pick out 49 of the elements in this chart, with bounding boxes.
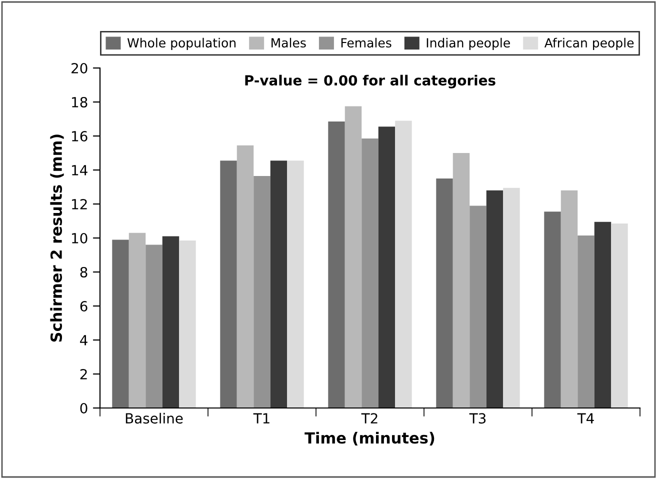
bar (452, 153, 470, 408)
x-tick-label: T4 (577, 413, 594, 424)
y-tick-label: 0 (80, 402, 88, 414)
bar (470, 206, 486, 408)
bar (544, 212, 561, 408)
bar (128, 232, 146, 408)
bar (112, 240, 129, 408)
bar (578, 235, 594, 408)
bar (146, 244, 162, 408)
bar (486, 190, 504, 408)
x-tick-label: T2 (361, 413, 378, 424)
legend-label: Males (272, 38, 306, 48)
bar (270, 160, 288, 408)
y-tick-label: 6 (80, 300, 88, 312)
y-tick-label: 4 (80, 335, 88, 346)
y-tick-label: 16 (72, 130, 88, 142)
annotation: P-value = 0.00 for all categories (245, 74, 496, 88)
x-tick-label: T1 (253, 413, 270, 424)
legend-label: African people (544, 38, 634, 50)
bar (560, 190, 578, 408)
x-axis-title: Time (minutes) (304, 432, 434, 446)
bar (162, 236, 180, 408)
bar (179, 240, 196, 408)
y-tick-label: 8 (80, 266, 88, 278)
y-axis-title: Schirmer 2 results (mm) (50, 134, 64, 342)
y-tick-label: 2 (80, 368, 87, 380)
x-tick-label: T3 (469, 413, 486, 424)
bar (436, 178, 453, 408)
legend-label: Females (341, 38, 392, 48)
bar (254, 176, 270, 408)
y-tick-label: 14 (72, 165, 88, 176)
bar (220, 160, 237, 408)
y-tick-label: 18 (72, 96, 88, 108)
bar (611, 224, 628, 408)
bar (362, 138, 378, 408)
bar (236, 145, 254, 408)
bar (503, 188, 520, 408)
legend-label: Whole population (127, 38, 236, 50)
y-tick-label: 10 (72, 232, 88, 244)
bar (328, 122, 345, 408)
bar (344, 106, 362, 408)
bar (287, 160, 304, 408)
bar (395, 120, 412, 408)
bar (594, 222, 612, 408)
bar (378, 126, 396, 408)
legend-label: Indian people (426, 38, 510, 50)
y-tick-label: 12 (72, 198, 87, 210)
y-tick-label: 20 (72, 62, 88, 74)
x-tick-label: Baseline (126, 412, 183, 424)
